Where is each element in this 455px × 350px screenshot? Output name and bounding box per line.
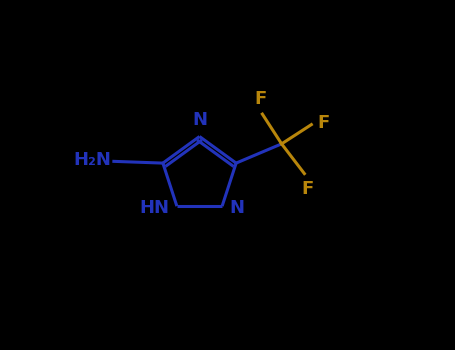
Text: F: F xyxy=(301,180,313,198)
Text: H₂N: H₂N xyxy=(73,151,111,169)
Text: F: F xyxy=(254,90,267,108)
Text: N: N xyxy=(230,199,245,217)
Text: HN: HN xyxy=(139,199,169,217)
Text: F: F xyxy=(318,114,330,132)
Text: N: N xyxy=(192,111,207,129)
